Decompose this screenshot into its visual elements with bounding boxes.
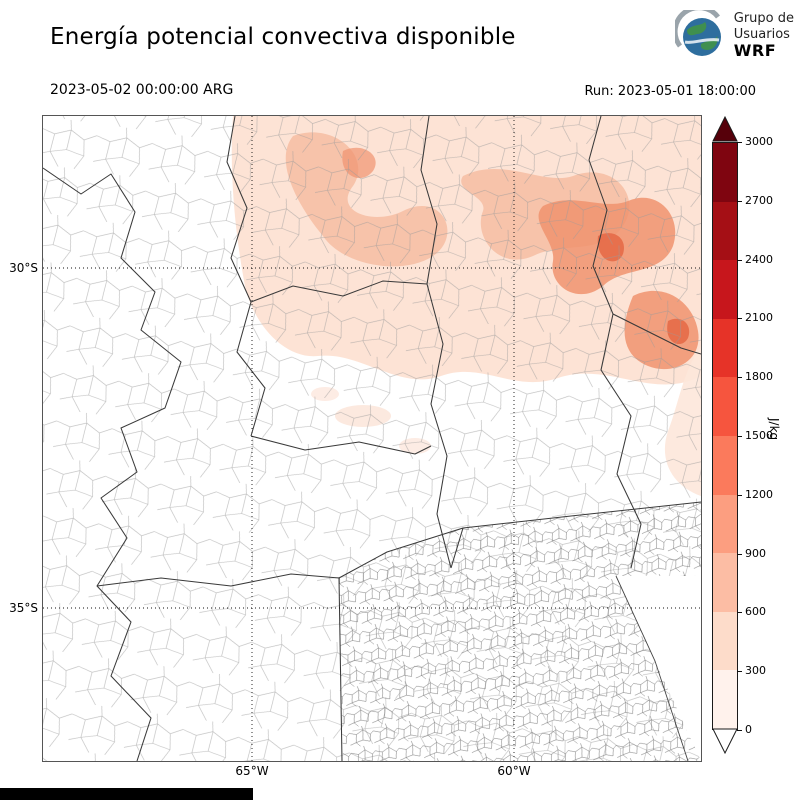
colorbar-segment — [713, 377, 737, 436]
colorbar-extend-over-arrow — [712, 116, 738, 142]
colorbar-segment — [713, 318, 737, 378]
colorbar-tick: 1200 — [737, 488, 773, 501]
valid-time-label: 2023-05-02 00:00:00 ARG — [50, 82, 234, 98]
colorbar-segment — [713, 143, 737, 202]
wrf-logo-globe-icon — [674, 10, 721, 56]
logo-line-1: Grupo de — [733, 11, 794, 27]
colorbar-lower-arrow-shape — [712, 728, 738, 754]
colorbar-unit-label: J/kg — [767, 418, 781, 441]
colorbar-tick: 0 — [737, 723, 752, 736]
x-axis-tick-65w: 65°W — [235, 764, 269, 778]
colorbar-tick: 2100 — [737, 311, 773, 324]
colorbar-segment — [713, 260, 737, 319]
x-axis-tick-60w: 60°W — [497, 764, 531, 778]
colorbar-tick: 2400 — [737, 253, 773, 266]
colorbar-tick: 2700 — [737, 194, 773, 207]
y-axis-tick-30s: 30°S — [9, 261, 38, 275]
wrf-logo-text: Grupo de Usuarios WRF — [734, 11, 794, 61]
logo-line-2: Usuarios — [733, 26, 790, 42]
colorbar-tick: 900 — [737, 547, 766, 560]
colorbar-tick: 300 — [737, 664, 766, 677]
colorbar-extend-under-arrow — [712, 728, 738, 754]
coastline — [615, 575, 689, 762]
bottom-black-bar — [0, 788, 253, 800]
colorbar-segment — [713, 553, 737, 612]
colorbar-upper-arrow-shape — [712, 116, 738, 142]
colorbar-segment — [713, 435, 737, 495]
page-title: Energía potencial convectiva disponible — [50, 24, 516, 50]
map-panel — [42, 115, 702, 762]
province-boundaries — [42, 115, 702, 762]
colorbar-segment — [713, 494, 737, 554]
colorbar-tick: 600 — [737, 605, 766, 618]
colorbar-tick: 3000 — [737, 135, 773, 148]
colorbar-tick-labels: 3000 2700 2400 2100 1800 1500 1200 900 6… — [737, 0, 789, 800]
map-svg — [42, 115, 702, 762]
colorbar-body — [712, 142, 738, 730]
colorbar-tick: 1800 — [737, 370, 773, 383]
run-time-label: Run: 2023-05-01 18:00:00 — [584, 84, 756, 99]
y-axis-tick-35s: 35°S — [9, 601, 38, 615]
wrf-logo: Grupo de Usuarios WRF — [674, 10, 794, 62]
colorbar-segment — [713, 611, 737, 671]
graticule-gridlines — [43, 116, 701, 761]
logo-line-3: WRF — [733, 40, 777, 60]
buenos-aires-departments-mesh — [339, 502, 701, 761]
colorbar-segment — [713, 670, 737, 729]
colorbar — [712, 116, 738, 756]
colorbar-segment — [713, 201, 737, 261]
